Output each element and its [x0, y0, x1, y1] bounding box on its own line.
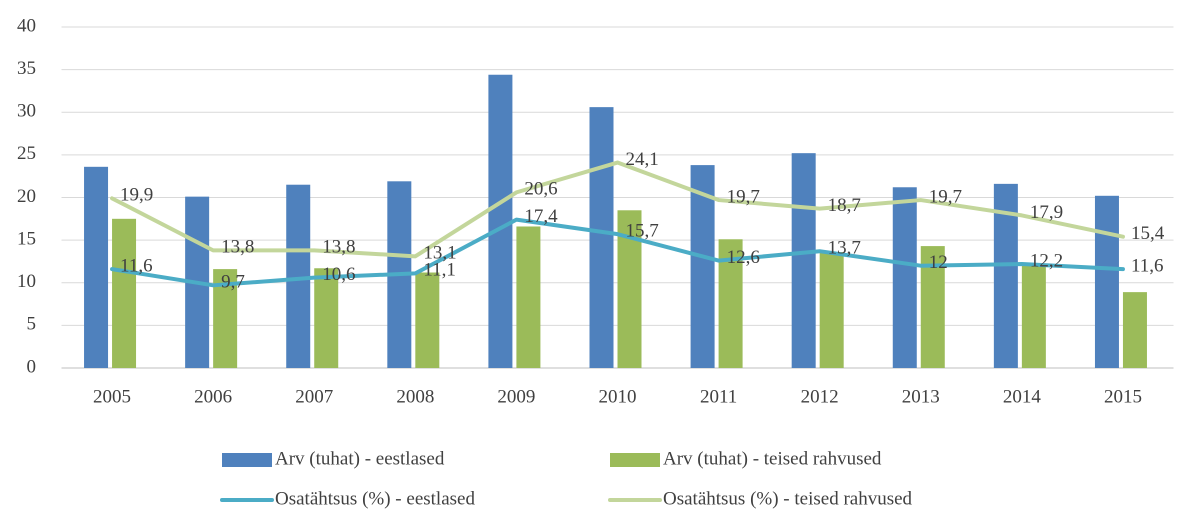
- y-tick-label: 35: [17, 58, 36, 79]
- data-label: 24,1: [626, 149, 659, 170]
- data-label: 13,8: [221, 237, 254, 258]
- bar: [589, 107, 614, 368]
- data-label: 11,6: [120, 255, 153, 276]
- y-tick-label: 25: [17, 143, 36, 164]
- data-label: 13,1: [423, 243, 456, 264]
- x-tick-label: 2009: [497, 386, 535, 407]
- data-label: 13,7: [828, 238, 861, 259]
- data-label: 17,4: [524, 206, 558, 227]
- data-label: 12,2: [1030, 250, 1063, 271]
- bar: [516, 226, 541, 368]
- y-tick-label: 0: [27, 356, 37, 377]
- x-tick-label: 2012: [801, 386, 839, 407]
- bar: [791, 153, 816, 368]
- bar: [415, 272, 440, 368]
- data-label: 12: [929, 252, 948, 273]
- legend-swatch: [222, 453, 272, 467]
- legend-label: Arv (tuhat) - teised rahvused: [663, 448, 882, 469]
- bar: [1122, 292, 1147, 368]
- data-label: 19,7: [727, 186, 760, 207]
- x-tick-label: 2010: [599, 386, 637, 407]
- data-label: 15,4: [1131, 223, 1165, 244]
- bar: [112, 218, 137, 368]
- data-label: 11,1: [423, 260, 456, 281]
- data-label: 13,8: [322, 237, 355, 258]
- x-tick-label: 2014: [1003, 386, 1042, 407]
- bar: [819, 252, 844, 368]
- bar: [314, 268, 339, 368]
- x-tick-label: 2013: [902, 386, 940, 407]
- bar: [488, 74, 513, 369]
- line: [110, 160, 1125, 259]
- data-label: 19,9: [120, 185, 153, 206]
- bar: [84, 166, 109, 368]
- data-label: 19,7: [929, 186, 962, 207]
- x-tick-label: 2008: [396, 386, 434, 407]
- data-label: 18,7: [828, 195, 861, 216]
- legend-label: Osatähtsus (%) - eestlased: [275, 488, 475, 509]
- data-label: 17,9: [1030, 202, 1063, 223]
- bar: [1094, 195, 1119, 368]
- y-tick-label: 20: [17, 186, 36, 207]
- data-label: 15,7: [626, 221, 659, 242]
- legend-swatch: [610, 453, 660, 467]
- legend-label: Arv (tuhat) - eestlased: [275, 448, 445, 469]
- data-label: 20,6: [524, 179, 557, 200]
- y-tick-label: 15: [17, 228, 36, 249]
- line: [110, 217, 1125, 288]
- y-tick-label: 5: [27, 314, 37, 335]
- x-tick-label: 2015: [1104, 386, 1142, 407]
- x-tick-label: 2005: [93, 386, 131, 407]
- y-tick-label: 40: [17, 15, 36, 36]
- y-tick-label: 30: [17, 101, 36, 122]
- bar: [1021, 265, 1046, 368]
- data-label: 11,6: [1131, 255, 1164, 276]
- x-tick-label: 2007: [295, 386, 333, 407]
- bar: [892, 187, 917, 368]
- y-tick-label: 10: [17, 271, 36, 292]
- data-label: 12,6: [727, 247, 760, 268]
- data-label: 10,6: [322, 264, 355, 285]
- legend-label: Osatähtsus (%) - teised rahvused: [663, 488, 913, 509]
- data-label: 9,7: [221, 272, 245, 293]
- x-tick-label: 2006: [194, 386, 232, 407]
- x-tick-label: 2011: [700, 386, 737, 407]
